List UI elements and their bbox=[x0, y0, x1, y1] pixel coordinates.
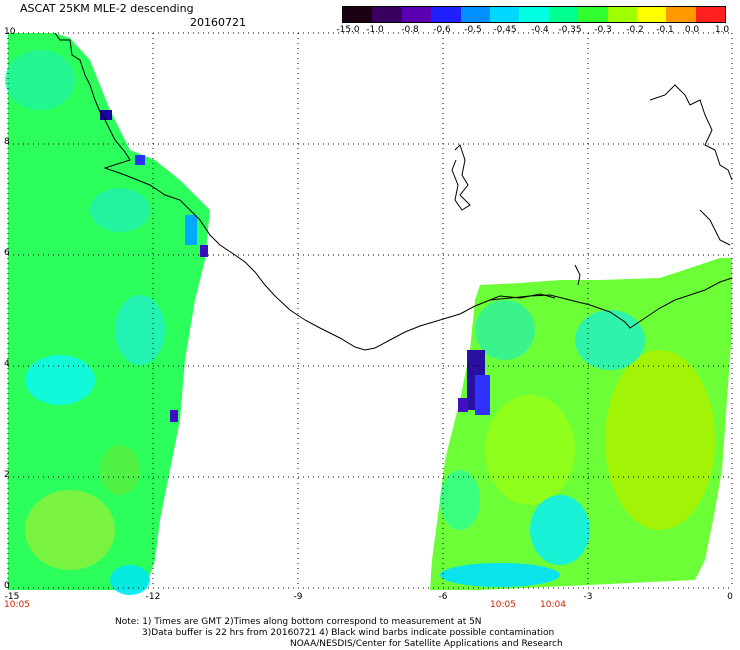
latitude-label: 0 bbox=[4, 581, 10, 591]
color-segment bbox=[578, 7, 608, 22]
color-segment bbox=[372, 7, 402, 22]
left-swath bbox=[5, 33, 210, 595]
color-segment bbox=[607, 7, 637, 22]
time-label: 10:04 bbox=[540, 600, 566, 610]
latitude-label: 2 bbox=[4, 470, 10, 480]
color-segment bbox=[548, 7, 579, 22]
color-scale-label: -0.35 bbox=[558, 25, 582, 35]
coastline bbox=[54, 32, 733, 351]
color-segment bbox=[489, 7, 520, 22]
color-scale-bar bbox=[342, 6, 726, 23]
map-title: ASCAT 25KM MLE-2 descending bbox=[20, 2, 194, 15]
color-segment bbox=[519, 7, 549, 22]
color-scale-labels: -15.0 -1.0 -0.8 -0.6 -0.5 -0.45 -0.4 -0.… bbox=[330, 25, 740, 37]
color-scale-label: -0.1 bbox=[656, 25, 674, 35]
longitude-label: -12 bbox=[145, 592, 161, 602]
color-scale-label: -0.3 bbox=[594, 25, 612, 35]
lat-lon-grid bbox=[7, 32, 733, 589]
color-scale-label: -15.0 bbox=[336, 25, 360, 35]
color-scale-label: 1.0 bbox=[714, 25, 730, 35]
color-segment bbox=[695, 7, 726, 22]
note-line-2: 3)Data buffer is 22 hrs from 20160721 4)… bbox=[142, 628, 555, 638]
latitude-label: 10 bbox=[4, 27, 16, 37]
latitude-label: 6 bbox=[4, 248, 10, 258]
color-scale-label: -0.5 bbox=[464, 25, 482, 35]
time-label: 10:05 bbox=[490, 600, 516, 610]
color-scale-label: 0.0 bbox=[684, 25, 700, 35]
color-segment bbox=[431, 7, 461, 22]
longitude-label: 0 bbox=[727, 592, 733, 602]
color-segment bbox=[460, 7, 490, 22]
color-scale-label: -0.8 bbox=[401, 25, 419, 35]
color-scale-label: -0.2 bbox=[626, 25, 644, 35]
color-scale-label: -0.4 bbox=[531, 25, 549, 35]
longitude-label: -6 bbox=[438, 592, 448, 602]
color-scale-label: -0.45 bbox=[493, 25, 517, 35]
color-scale-label: -1.0 bbox=[366, 25, 384, 35]
color-segment bbox=[666, 7, 696, 22]
latitude-label: 4 bbox=[4, 359, 10, 369]
latitude-label: 8 bbox=[4, 137, 10, 147]
longitude-label: -15 bbox=[4, 592, 20, 602]
longitude-label: -9 bbox=[293, 592, 303, 602]
color-segment bbox=[401, 7, 432, 22]
color-segment bbox=[343, 7, 373, 22]
note-line-3: NOAA/NESDIS/Center for Satellite Applica… bbox=[290, 639, 563, 649]
map-date: 20160721 bbox=[190, 16, 246, 29]
right-swath bbox=[430, 258, 732, 590]
color-scale-label: -0.6 bbox=[433, 25, 451, 35]
note-line-1: Note: 1) Times are GMT 2)Times along bot… bbox=[115, 617, 482, 627]
longitude-label: -3 bbox=[583, 592, 593, 602]
time-label: 10:05 bbox=[4, 600, 30, 610]
color-segment bbox=[636, 7, 667, 22]
